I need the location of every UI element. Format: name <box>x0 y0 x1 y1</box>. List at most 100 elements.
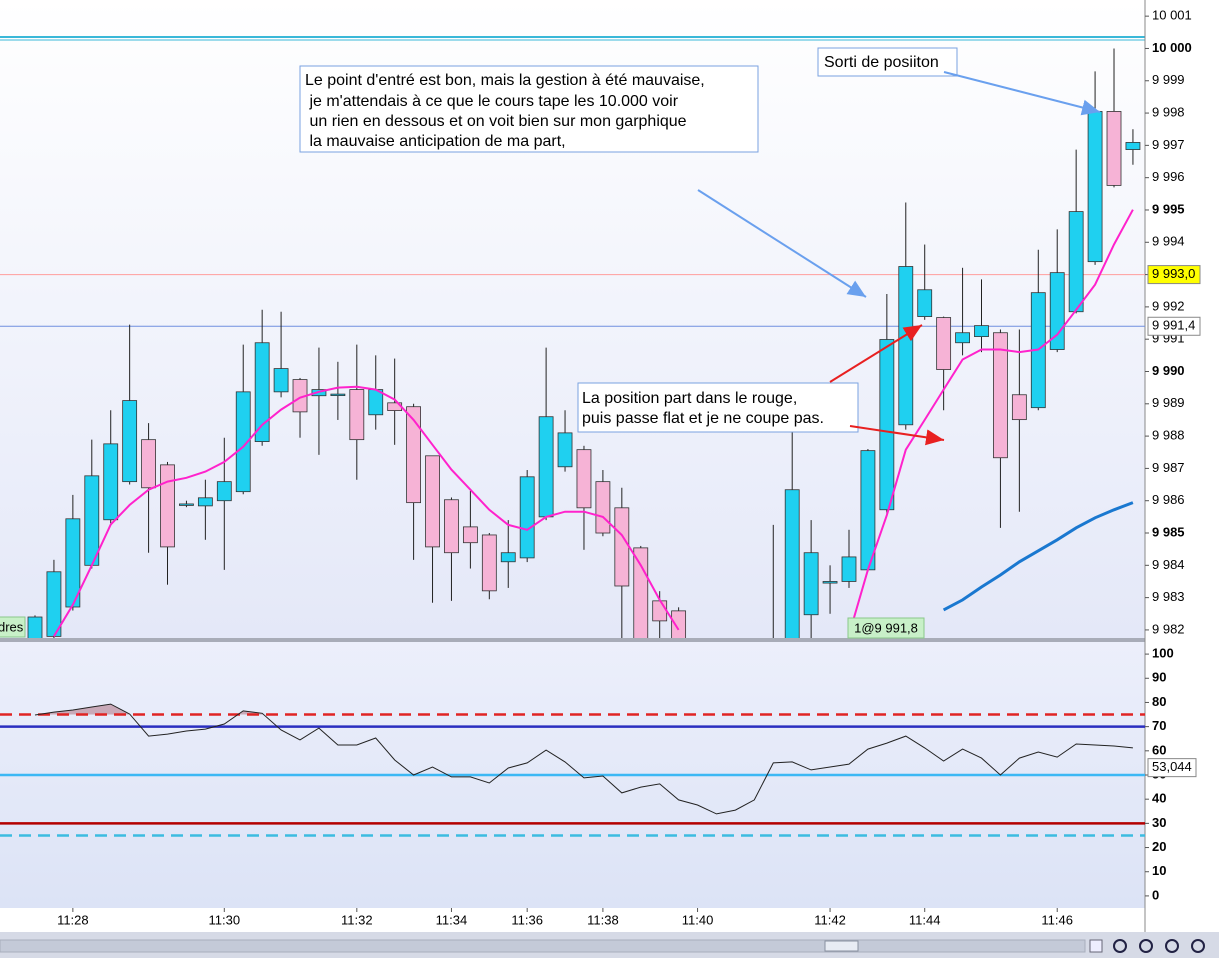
level-label: 9 993,0 <box>1152 266 1195 281</box>
candle-body <box>444 499 459 554</box>
candle-body <box>1087 111 1103 263</box>
candle-body <box>860 450 876 571</box>
arrow <box>697 189 867 298</box>
panel-separator <box>0 638 1145 642</box>
candle-body <box>65 518 81 608</box>
candle-body <box>1011 394 1027 421</box>
candle-body <box>576 449 592 509</box>
zoom-out-icon[interactable] <box>1165 939 1179 953</box>
candle-body <box>500 552 516 563</box>
candle-body <box>254 342 270 442</box>
candle-body <box>197 497 213 507</box>
candle-body <box>519 476 535 559</box>
y-tick-label: 10 001 <box>1152 8 1192 23</box>
annotation: Sorti de posiiton <box>824 54 939 71</box>
y-tick-label: 0 <box>1152 887 1159 902</box>
y-tick-label: 9 984 <box>1152 557 1185 572</box>
arrow <box>943 71 1101 116</box>
oscillator-line <box>34 703 1133 815</box>
y-tick-label: 20 <box>1152 839 1166 854</box>
candle-body <box>993 332 1008 459</box>
level-label: 9 991,4 <box>1152 318 1195 333</box>
candle-body <box>803 552 819 616</box>
arrow <box>829 324 923 383</box>
x-tick-label: 11:44 <box>909 912 941 927</box>
entry-label: 1@9 991,8 <box>854 620 918 635</box>
annotation-line: un rien en dessous et on voit bien sur m… <box>305 113 687 130</box>
arrow <box>849 425 945 446</box>
value-label: 53,044 <box>1152 759 1192 774</box>
y-tick-label: 60 <box>1152 742 1166 757</box>
y-tick-label: 9 988 <box>1152 428 1185 443</box>
candle-body <box>103 443 119 521</box>
candle-body <box>633 547 649 638</box>
candle-body <box>141 439 156 489</box>
candle-body <box>974 325 989 338</box>
y-tick-label: 9 986 <box>1152 492 1185 507</box>
annotation-line: Sorti de posiiton <box>824 54 939 71</box>
y-tick-label: 9 983 <box>1152 589 1185 604</box>
candle-body <box>784 489 800 638</box>
candle-body <box>1068 211 1084 313</box>
candle-body <box>917 289 933 317</box>
annotation-line: puis passe flat et je ne coupe pas. <box>582 410 824 427</box>
y-tick-label: 10 <box>1152 863 1166 878</box>
y-tick-label: 40 <box>1152 791 1166 806</box>
y-tick-label: 90 <box>1152 670 1166 685</box>
candle-body <box>614 507 630 587</box>
level-label-box <box>1147 265 1201 285</box>
candle-body <box>235 391 251 493</box>
zoom-in-icon[interactable] <box>1191 939 1205 953</box>
scroll-track[interactable] <box>0 939 1086 953</box>
x-tick-label: 11:46 <box>1041 912 1073 927</box>
candle-body <box>652 600 668 622</box>
y-tick-label: 9 990 <box>1152 363 1185 378</box>
y-tick-label: 9 997 <box>1152 137 1185 152</box>
y-tick-label: 9 987 <box>1152 460 1185 475</box>
level-label-box <box>1147 316 1201 336</box>
candle-body <box>425 455 440 548</box>
axes: 10 001 10 000 9 999 9 998 9 997 9 996 9 995 9 9… <box>57 8 1201 927</box>
candle-body <box>538 416 554 518</box>
candle-body <box>481 534 497 592</box>
y-tick-label: 30 <box>1152 815 1166 830</box>
y-tick-label: 70 <box>1152 718 1166 733</box>
moving-average <box>942 501 1134 612</box>
y-tick-label: 9 985 <box>1152 524 1185 539</box>
annotation: Le point d'entré est bon, mais la gestio… <box>305 72 705 150</box>
candle-body <box>879 339 895 511</box>
zoom-icon[interactable] <box>1113 939 1127 953</box>
x-tick-label: 11:34 <box>436 912 468 927</box>
x-tick-label: 11:28 <box>57 912 89 927</box>
x-tick-label: 11:30 <box>209 912 241 927</box>
scroll-thumb[interactable] <box>824 940 859 952</box>
annotation-box <box>299 65 759 153</box>
candle-body <box>368 389 384 416</box>
candle-body <box>557 432 573 468</box>
entry-label-box <box>847 617 925 639</box>
candle-body <box>84 475 100 566</box>
annotation-line: la mauvaise anticipation de ma part, <box>305 133 566 150</box>
candle-body <box>936 317 952 370</box>
zoom-icon[interactable] <box>1139 939 1153 953</box>
cut-label: dres <box>0 619 24 634</box>
x-tick-label: 11:38 <box>587 912 619 927</box>
annotation: La position part dans le rouge, puis pass… <box>582 390 824 427</box>
candle-body <box>330 393 346 397</box>
annotation-box <box>577 382 859 433</box>
y-tick-label: 100 <box>1152 646 1174 661</box>
y-tick-label: 10 000 <box>1152 40 1192 55</box>
y-tick-label: 9 982 <box>1152 621 1185 636</box>
y-tick-label: 9 996 <box>1152 169 1185 184</box>
scroll-button[interactable] <box>1089 939 1103 953</box>
x-tick-label: 11:32 <box>341 912 373 927</box>
candle-body <box>462 526 478 544</box>
candle-body <box>216 481 232 502</box>
y-tick-label: 9 998 <box>1152 105 1185 120</box>
y-tick-label: 9 999 <box>1152 72 1185 87</box>
candle-body <box>898 266 914 426</box>
candle-body <box>822 581 838 584</box>
annotation-line: je m'attendais à ce que le cours tape le… <box>305 93 679 110</box>
